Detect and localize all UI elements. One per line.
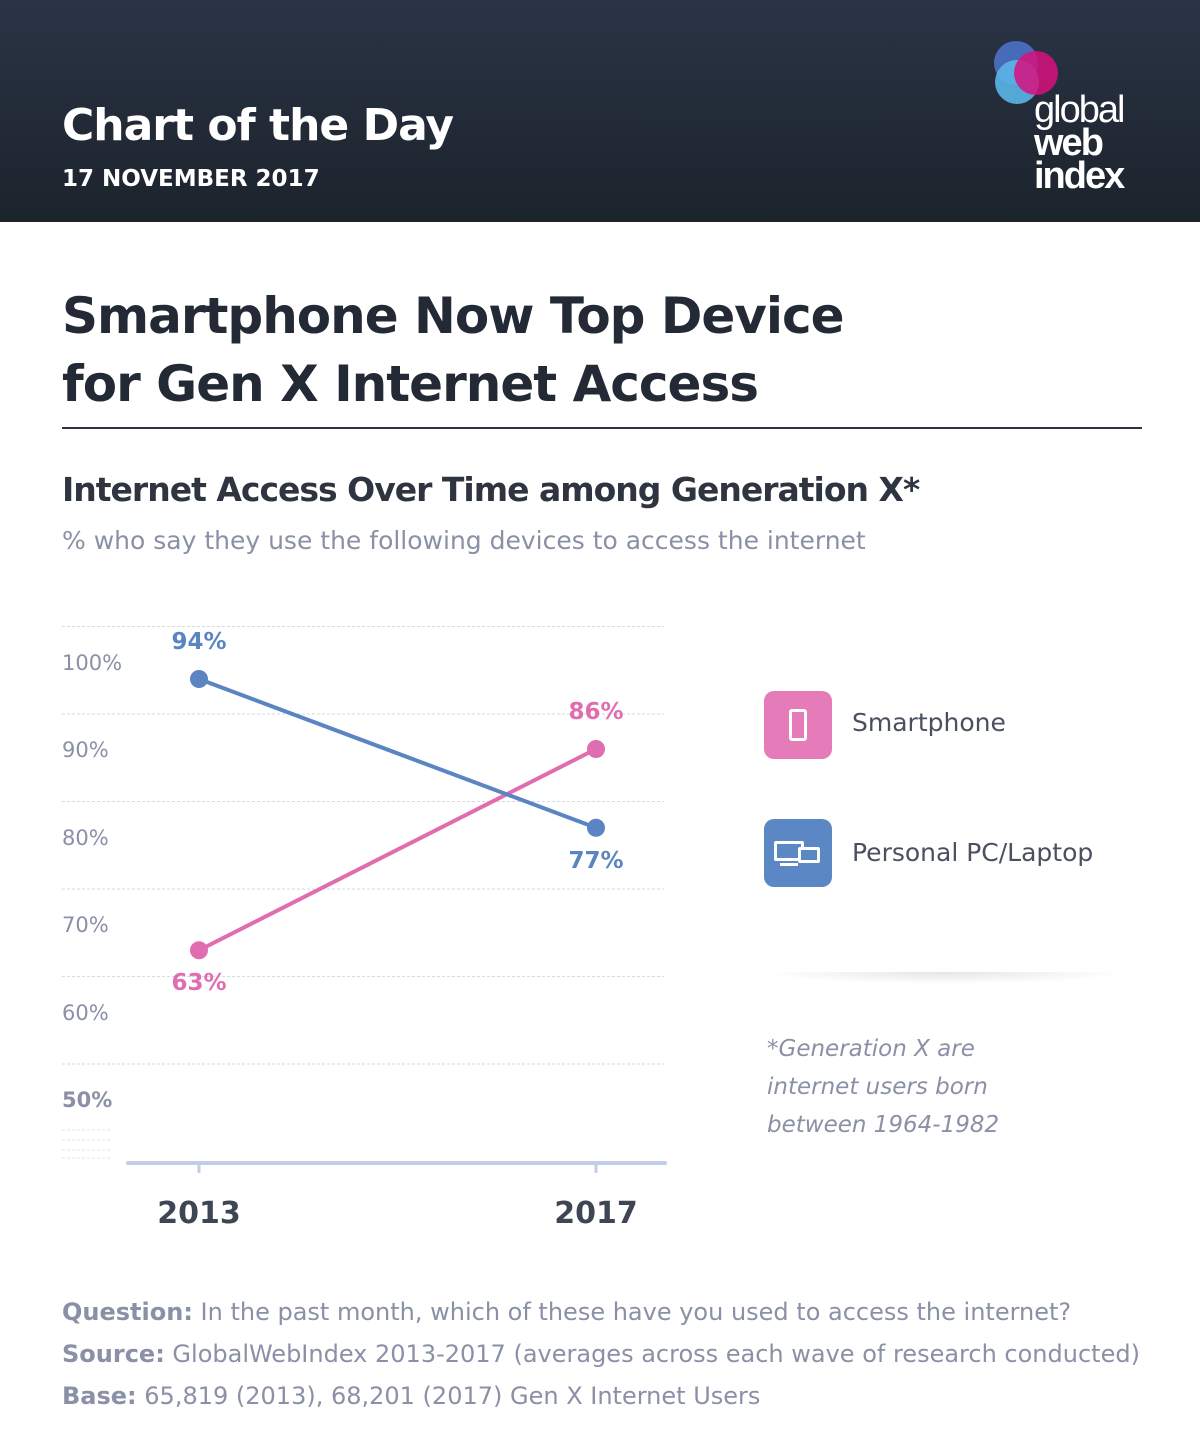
footnote: *Generation X are internet users born be…	[767, 1036, 1000, 1138]
question-label: Question:	[62, 1298, 193, 1326]
base-text: 65,819 (2013), 68,201 (2017) Gen X Inter…	[136, 1382, 761, 1410]
logo-text-web: web	[1034, 122, 1104, 164]
header-date: 17 NOVEMBER 2017	[62, 166, 320, 192]
source-text: GlobalWebIndex 2013-2017 (averages acros…	[164, 1340, 1140, 1368]
y-tick-label: 100%	[62, 650, 123, 675]
y-tick-label: 80%	[62, 825, 109, 850]
data-label: 77%	[568, 847, 624, 874]
desktop-laptop-icon	[764, 819, 832, 887]
series-line-1	[198, 677, 597, 830]
data-point	[190, 941, 208, 960]
data-point	[587, 740, 605, 758]
y-tick-label: 60%	[62, 1000, 109, 1025]
footer-source: Source: GlobalWebIndex 2013-2017 (averag…	[62, 1340, 1140, 1368]
source-label: Source:	[62, 1340, 165, 1368]
data-point	[587, 818, 605, 837]
title-line-2: for Gen X Internet Access	[62, 355, 759, 413]
header-title: Chart of the Day	[62, 100, 454, 151]
data-point	[190, 670, 208, 688]
chart-subtitle: % who say they use the following devices…	[62, 526, 866, 555]
logo-text-global: global	[1034, 89, 1125, 131]
y-tick-label: 50%	[62, 1088, 113, 1112]
data-label: 63%	[171, 970, 227, 997]
data-label: 86%	[568, 699, 624, 725]
x-tick-label: 2013	[157, 1196, 241, 1231]
legend-label-pc-laptop: Personal PC/Laptop	[852, 838, 1094, 867]
y-tick-label: 90%	[62, 738, 109, 762]
legend-label-smartphone: Smartphone	[852, 708, 1006, 737]
globalwebindex-logo-icon	[994, 41, 1058, 104]
legend-divider	[760, 972, 1130, 984]
footer-question: Question: In the past month, which of th…	[62, 1298, 1071, 1326]
header-banner: Chart of the Day 17 NOVEMBER 2017 global…	[0, 0, 1200, 222]
page-title: Smartphone Now Top Device for Gen X Inte…	[62, 282, 845, 418]
series-line-0	[198, 747, 597, 953]
title-divider	[62, 427, 1142, 429]
title-line-1: Smartphone Now Top Device	[62, 287, 845, 345]
base-label: Base:	[62, 1382, 137, 1410]
chart-title: Internet Access Over Time among Generati…	[62, 470, 920, 509]
footer-base: Base: 65,819 (2013), 68,201 (2017) Gen X…	[62, 1382, 760, 1410]
data-label: 94%	[171, 629, 227, 655]
logo-text-index: index	[1034, 155, 1125, 197]
smartphone-icon	[764, 691, 832, 759]
x-tick-label: 2017	[554, 1196, 638, 1231]
y-tick-label: 70%	[62, 913, 109, 937]
question-text: In the past month, which of these have y…	[192, 1298, 1072, 1326]
